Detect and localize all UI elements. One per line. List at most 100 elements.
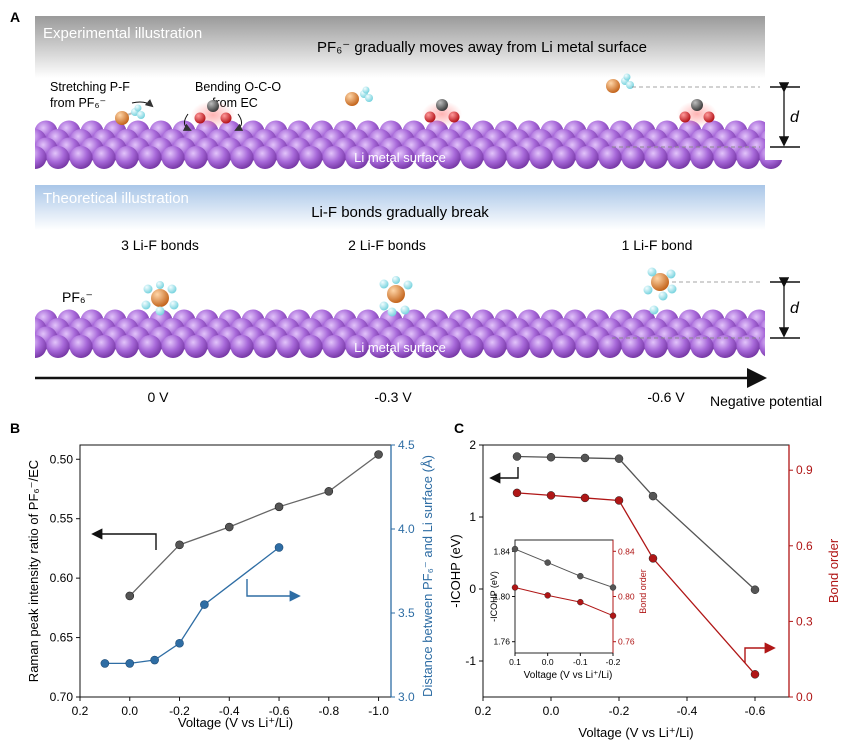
y-left-tick-label: 0 [469,582,476,596]
li-atom [437,146,461,169]
li-atom [529,146,553,169]
li-atom [621,146,645,169]
data-point [512,488,522,498]
ec-molecule-2 [422,99,462,127]
li-atom [230,146,254,169]
li-atom [253,146,277,169]
negative-potential-label: Negative potential [710,393,822,409]
li-atom [736,335,760,358]
data-point [614,496,624,505]
li-atom [460,335,484,358]
y-right-tick-label: 0.3 [796,614,813,628]
pf6-cluster-3-bonds [141,281,179,316]
data-point [175,540,184,550]
data-point [324,487,334,496]
li-slab-experimental [0,115,856,220]
li-atom [46,335,70,358]
li-atom [368,146,392,169]
surface-label-a: Li metal surface [354,150,446,165]
li-atom [414,335,438,358]
series-line [516,455,756,591]
slab-edge-right [765,305,856,360]
ec-molecule-1 [182,100,244,131]
data-point [648,491,658,501]
li-atom [460,146,484,169]
x-tick-label: -0.2 [169,704,190,718]
series-line [104,546,280,665]
exp-band [35,16,765,78]
li-atom [92,335,116,358]
y-left-tick-label: 0.70 [50,690,74,704]
inset-data-point [544,592,551,599]
y-left-tick-label: 2 [469,438,476,452]
data-point [580,493,590,503]
y-left-tick-label: 0.60 [50,571,74,585]
x-tick-label: -0.4 [677,704,698,718]
li-atom [690,146,714,169]
x-tick-label: 0.2 [475,704,492,718]
li-atom [667,146,691,169]
li-atom [667,335,691,358]
stretch-label-2: from PF₆⁻ [50,96,106,110]
li-atom [529,335,553,358]
li-atom [322,146,346,169]
inset-y-right-tick-label: 0.80 [618,592,635,602]
li-atom [506,146,530,169]
inset-data-point [511,545,519,553]
li-atom [207,335,231,358]
x-tick-label: -1.0 [368,704,389,718]
bond-label-1: 1 Li-F bond [622,237,693,253]
li-atom [276,146,300,169]
y-right-tick-label: 4.0 [398,522,415,536]
pf6-cluster-2-bonds [379,276,413,317]
inset-y-right-tick-label: 0.76 [618,637,635,647]
y-left-axis-label: -ICOHP (eV) [448,534,463,607]
y-left-tick-label: -1 [465,654,476,668]
li-atom [161,146,185,169]
inset-y-right-label: Bond order [638,569,648,614]
distance-marker-a [612,82,800,148]
y-right-tick-label: 0.0 [796,690,813,704]
li-atom [644,335,668,358]
panel-b-letter: B [10,420,20,436]
y-right-tick-label: 3.5 [398,606,415,620]
ec-molecule-3 [677,99,717,127]
slab-edge-left [0,305,35,360]
y-left-tick-label: 1 [469,510,476,524]
li-atom [506,335,530,358]
bend-label-1: Bending O-C-O [195,80,281,94]
series-line [516,492,756,675]
theo-band [35,185,765,230]
x-tick-label: 0.0 [543,704,560,718]
pf6-molecule-3 [606,73,634,93]
inset-data-point [577,598,584,606]
exp-title: PF₆⁻ gradually moves away from Li metal … [317,39,647,56]
inset-x-tick-label: 0.1 [509,657,521,667]
inset-series-line [514,548,614,588]
li-atom [115,146,139,169]
li-atom [736,146,760,169]
data-point [100,659,110,668]
inset-x-axis-label: Voltage (V vs Li⁺/Li) [524,670,613,681]
theo-header: Theoretical illustration [43,190,189,207]
li-atom [184,146,208,169]
li-atom [253,335,277,358]
li-atom [69,335,93,358]
inset-data-point [609,584,617,591]
inset-series-line [514,586,614,617]
x-axis-label: Voltage (V vs Li⁺/Li) [178,715,293,730]
d-label-b: d [790,300,800,317]
x-tick-label: 0.2 [72,704,89,718]
data-point [580,453,590,463]
y-right-axis-label: Distance between PF₆⁻ and Li surface (Å) [420,455,435,697]
series-line [129,453,379,597]
li-atom [322,335,346,358]
li-atom [299,335,323,358]
inset-y-left-tick-label: 1.80 [493,592,510,602]
panel-a-letter: A [10,9,20,25]
stretch-label-1: Stretching P-F [50,80,130,94]
inset-y-right-tick-label: 0.84 [618,546,635,556]
li-atom [161,335,185,358]
li-atom [138,146,162,169]
